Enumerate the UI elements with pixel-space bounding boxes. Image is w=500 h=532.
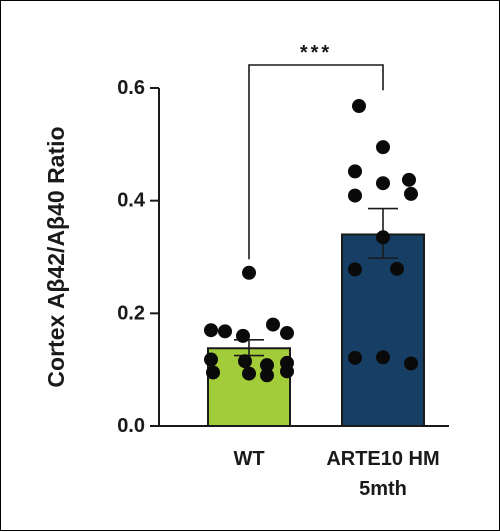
data-point xyxy=(218,324,232,339)
significance-bracket xyxy=(248,64,384,260)
y-axis-title: Cortex Aβ42/Aβ40 Ratio xyxy=(43,126,69,387)
data-point xyxy=(376,230,390,245)
x-category-label: ARTE10 HM xyxy=(326,448,439,470)
data-point xyxy=(376,176,390,191)
data-point xyxy=(260,358,274,373)
data-point xyxy=(280,364,294,379)
data-point xyxy=(404,186,418,201)
data-point xyxy=(390,261,404,276)
x-category-label: WT xyxy=(233,448,264,470)
data-point xyxy=(280,326,294,341)
data-point xyxy=(266,317,280,332)
data-point xyxy=(204,323,218,338)
data-point xyxy=(352,99,366,114)
data-point xyxy=(348,188,362,203)
y-tick-label: 0.6 xyxy=(117,77,145,99)
data-point xyxy=(242,265,256,280)
data-point xyxy=(348,262,362,277)
data-point xyxy=(236,328,250,343)
data-point xyxy=(348,350,362,365)
data-point xyxy=(402,172,416,187)
data-point xyxy=(238,354,252,369)
data-point xyxy=(376,140,390,155)
data-point xyxy=(242,366,256,381)
data-point xyxy=(376,350,390,365)
y-tick-label: 0.4 xyxy=(117,190,146,212)
data-point xyxy=(260,368,274,383)
x-category-label: 5mth xyxy=(359,478,407,500)
data-point xyxy=(206,365,220,380)
data-point xyxy=(204,352,218,367)
y-tick-label: 0.0 xyxy=(117,415,145,437)
y-tick-label: 0.2 xyxy=(117,302,145,324)
data-point xyxy=(404,356,418,371)
significance-label: *** xyxy=(300,42,332,64)
data-point xyxy=(348,164,362,179)
